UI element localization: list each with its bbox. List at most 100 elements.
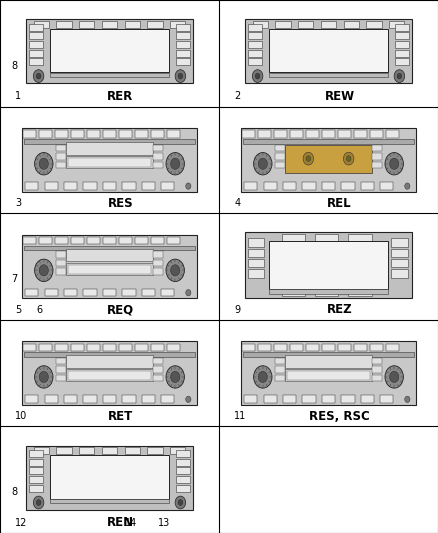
Bar [298,21,314,28]
Bar [49,455,170,499]
Bar [248,50,262,56]
Bar [161,182,174,190]
Bar [22,341,197,405]
Circle shape [385,366,403,388]
Bar [290,131,303,138]
Bar [282,290,305,296]
Bar [370,344,383,351]
Bar [264,182,277,190]
Bar [87,344,100,351]
Bar [84,289,97,296]
Bar [39,344,53,351]
Bar [122,182,135,190]
Bar [385,344,399,351]
Bar [338,131,351,138]
Bar [68,371,151,380]
Circle shape [303,152,314,165]
Bar [161,289,174,296]
Bar [45,395,58,403]
Bar [268,29,389,72]
Bar [71,344,84,351]
Bar [176,33,190,39]
Bar [22,128,197,192]
Bar [64,289,77,296]
Circle shape [254,152,272,175]
Bar [166,344,180,351]
Bar [142,289,155,296]
Bar [49,72,170,77]
Bar [66,156,153,168]
Bar [29,50,43,56]
Bar [49,29,170,72]
Text: 7: 7 [11,274,18,284]
Bar [34,447,49,454]
Text: 4: 4 [234,198,240,208]
Bar [361,182,374,190]
Bar [29,459,43,466]
Bar [25,289,38,296]
Bar [26,19,193,83]
Bar [64,395,77,403]
Circle shape [346,156,351,161]
Bar [29,23,43,31]
Circle shape [186,289,191,296]
Circle shape [36,73,41,79]
Bar [395,23,409,31]
Bar [275,153,285,159]
Bar [176,484,190,491]
Circle shape [178,73,183,79]
Bar [391,238,407,247]
Bar [349,235,372,241]
Text: 1: 1 [15,92,21,101]
Bar [87,131,100,138]
Bar [29,476,43,483]
Bar [176,50,190,56]
Bar [55,344,68,351]
Bar [370,131,383,138]
Bar [66,369,153,382]
Bar [57,447,72,454]
Bar [142,395,155,403]
Bar [71,237,84,245]
Text: 5: 5 [15,305,21,314]
Bar [258,344,272,351]
Bar [66,248,153,261]
Bar [24,139,195,143]
Bar [79,447,95,454]
Bar [103,289,116,296]
Bar [39,237,53,245]
Circle shape [390,372,399,383]
Bar [283,182,296,190]
Bar [122,289,135,296]
Bar [45,182,58,190]
Bar [241,341,416,405]
Bar [248,33,262,39]
Bar [135,131,148,138]
Bar [290,344,303,351]
Bar [29,450,43,457]
Bar [372,162,382,168]
Bar [25,395,38,403]
Bar [151,237,164,245]
Bar [306,344,319,351]
Circle shape [178,499,183,505]
Text: REW: REW [325,90,354,103]
Bar [322,395,335,403]
Circle shape [397,73,402,79]
Bar [56,251,66,257]
Circle shape [394,70,405,83]
Bar [258,131,272,138]
Circle shape [36,499,41,505]
Bar [343,21,359,28]
Circle shape [306,156,311,161]
Bar [153,358,163,364]
Bar [315,235,339,241]
Bar [124,21,140,28]
Bar [29,41,43,48]
Bar [354,344,367,351]
Bar [64,182,77,190]
Circle shape [258,372,267,383]
Circle shape [35,366,53,388]
Text: REN: REN [107,516,134,529]
Bar [391,259,407,268]
